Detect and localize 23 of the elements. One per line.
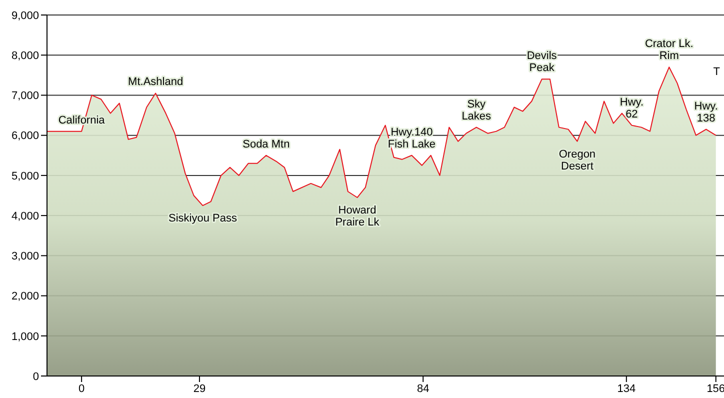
y-tick-label: 8,000 — [11, 50, 39, 62]
annotation: Sky Lakes — [462, 98, 492, 122]
y-tick-label: 2,000 — [11, 290, 39, 303]
x-tick-label: 29 — [193, 382, 206, 395]
y-tick-label: 9,000 — [11, 10, 39, 22]
annotation: Mt.Ashland — [128, 76, 184, 88]
annotation: Soda Mtn — [242, 138, 290, 150]
y-tick-label: 0 — [32, 370, 39, 383]
y-tick-label: 3,000 — [11, 250, 39, 263]
annotation: T — [713, 66, 720, 78]
y-tick-label: 7,000 — [11, 90, 39, 102]
x-tick-label: 84 — [416, 382, 430, 395]
y-tick-label: 5,000 — [11, 170, 39, 182]
y-tick-label: 1,000 — [11, 330, 39, 343]
y-tick-label: 4,000 — [11, 210, 39, 222]
annotation: Oregon Desert — [558, 148, 596, 172]
y-tick-label: 6,000 — [11, 130, 39, 142]
x-tick-label: 0 — [78, 382, 85, 395]
annotation: Hwy. 62 — [620, 96, 644, 120]
annotation: Howard Praire Lk — [335, 204, 380, 229]
annotation: Siskiyou Pass — [168, 212, 238, 225]
annotation: Hwy. 138 — [694, 100, 718, 124]
x-tick-label: 134 — [617, 382, 636, 395]
